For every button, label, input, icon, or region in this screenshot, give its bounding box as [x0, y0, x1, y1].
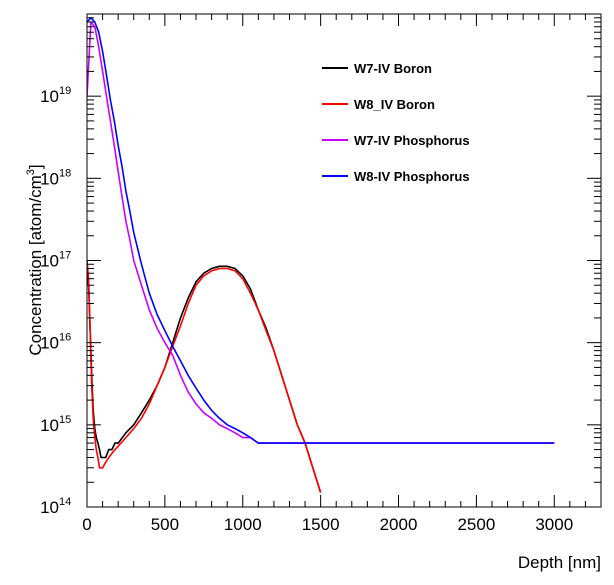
x-tick-label: 2000 — [380, 515, 418, 534]
x-axis: 0 500 1000 1500 2000 2500 3000 — [82, 14, 586, 534]
plot-area — [87, 14, 601, 507]
series-layer — [87, 17, 555, 493]
y-axis-label: Concentration [atom/cm3] — [25, 164, 45, 355]
y-tick-label: 1019 — [40, 85, 71, 106]
x-tick-label: 3000 — [535, 515, 573, 534]
series-line-4 — [87, 17, 555, 444]
legend: W7-IV Boron W8_IV Boron W7-IV Phosphorus W8… — [322, 61, 470, 184]
y-tick-exponent: 15 — [59, 414, 71, 426]
x-tick-label: 2500 — [457, 515, 495, 534]
x-tick-label: 500 — [151, 515, 179, 534]
y-tick-exponent: 14 — [59, 496, 71, 508]
x-tick-label: 0 — [82, 515, 91, 534]
legend-entry-2: W8_IV Boron — [354, 97, 435, 112]
x-tick-label: 1500 — [302, 515, 340, 534]
y-tick-label: 1014 — [40, 496, 71, 517]
y-tick-exponent: 18 — [59, 167, 71, 179]
legend-entry-4: W8-IV Phosphorus — [354, 169, 470, 184]
y-tick-exponent: 17 — [59, 250, 71, 262]
x-tick-label: 1000 — [224, 515, 262, 534]
y-tick-label: 1015 — [40, 414, 71, 435]
y-tick-exponent: 19 — [59, 85, 71, 97]
legend-entry-3: W7-IV Phosphorus — [354, 133, 470, 148]
series-line-2 — [87, 260, 322, 493]
legend-entry-1: W7-IV Boron — [354, 61, 432, 76]
y-tick-exponent: 16 — [59, 332, 71, 344]
x-axis-label: Depth [nm] — [518, 553, 601, 572]
